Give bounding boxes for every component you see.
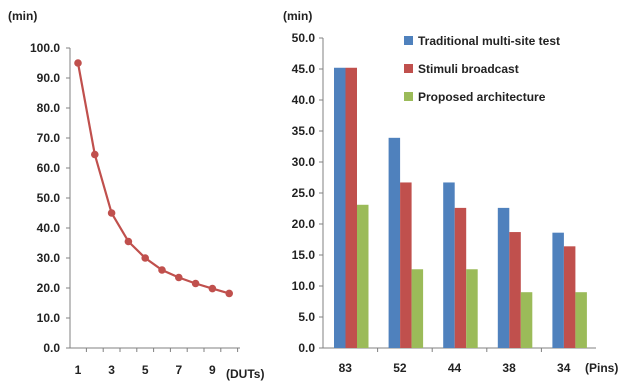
legend-label: Traditional multi-site test <box>418 34 560 48</box>
line-data-point <box>191 279 200 288</box>
line-data-point <box>158 266 166 274</box>
line-data-point <box>91 150 99 159</box>
line-chart-x-tick-label: 1 <box>75 363 82 377</box>
bar-chart-y-tick-label: 25.0 <box>292 186 316 200</box>
line-chart-y-tick-label: 0.0 <box>43 341 60 355</box>
bar <box>357 204 369 348</box>
legend-swatch <box>404 92 413 101</box>
line-chart-y-tick-label: 50.0 <box>37 191 61 205</box>
bar <box>563 246 576 348</box>
bar-chart-y-tick-label: 30.0 <box>292 155 316 169</box>
bar-chart: 0.0 5.0 10.0 15.0 20.0 25.0 30.0 35.0 40.0 45.0 50… <box>283 9 618 375</box>
bar <box>466 269 478 348</box>
bar-chart-y-tick-label: 40.0 <box>292 93 316 107</box>
line-chart-y-tick-label: 20.0 <box>37 281 61 295</box>
line-chart-y-tick-label: 100.0 <box>30 41 60 55</box>
legend-label: Proposed architecture <box>418 90 546 104</box>
bar-chart-category-label: 34 <box>557 361 571 375</box>
line-chart-y-tick-label: 40.0 <box>37 221 61 235</box>
line-chart-x-tick-label: 9 <box>209 363 216 377</box>
bar <box>575 292 587 348</box>
bar <box>443 182 455 348</box>
bar <box>509 232 521 348</box>
line-data-point <box>208 284 217 293</box>
line-chart-y-tick-label: 30.0 <box>37 251 61 265</box>
bar-chart-y-tick-label: 45.0 <box>292 62 316 76</box>
bar <box>552 232 564 348</box>
bar-chart-x-axis-label: (Pins) <box>585 361 618 375</box>
bar-chart-category-label: 38 <box>502 361 516 375</box>
legend-label: Stimuli broadcast <box>418 62 519 76</box>
bar <box>520 292 533 348</box>
bar <box>345 67 357 348</box>
bar <box>454 207 467 348</box>
line-chart-y-tick-label: 70.0 <box>37 131 61 145</box>
line-chart-y-tick-label: 90.0 <box>37 71 61 85</box>
legend-swatch <box>404 36 413 45</box>
bar-chart-y-tick-label: 50.0 <box>292 31 316 45</box>
line-data-point <box>124 237 133 246</box>
bar-chart-y-tick-label: 20.0 <box>292 217 316 231</box>
bar <box>334 67 346 348</box>
line-chart-y-tick-label: 60.0 <box>37 161 61 175</box>
bar <box>497 207 510 348</box>
legend-swatch <box>404 64 413 73</box>
line-chart-x-tick-label: 5 <box>142 363 149 377</box>
line-data-point <box>74 59 82 67</box>
bar-chart-category-label: 44 <box>448 361 462 375</box>
line-chart-y-tick-label: 80.0 <box>37 101 61 115</box>
line-chart: 0.0 10.0 20.0 30.0 40.0 50.0 60.0 70.0 80.0 90.0 1… <box>8 9 264 381</box>
bar-chart-y-tick-label: 5.0 <box>298 310 315 324</box>
line-chart-x-axis-label: (DUTs) <box>226 367 264 381</box>
line-data-point <box>141 254 149 262</box>
line-data-point <box>175 273 183 282</box>
bar-chart-category-label: 83 <box>339 361 353 375</box>
line-chart-y-axis-label: (min) <box>8 9 37 23</box>
bar-chart-y-tick-label: 35.0 <box>292 124 316 138</box>
bar-chart-y-tick-label: 10.0 <box>292 279 316 293</box>
line-series <box>76 62 230 295</box>
line-data-point <box>107 209 116 217</box>
line-data-point <box>225 289 233 298</box>
bar-chart-y-tick-label: 0.0 <box>298 341 315 355</box>
bar-chart-y-axis-label: (min) <box>283 9 312 23</box>
bar-chart-category-label: 52 <box>393 361 407 375</box>
bar <box>388 137 401 348</box>
line-chart-x-tick-label: 7 <box>175 363 182 377</box>
line-chart-x-tick-label: 3 <box>108 363 115 377</box>
bar <box>411 269 424 348</box>
bar-chart-y-tick-label: 15.0 <box>292 248 316 262</box>
bar <box>400 182 412 348</box>
line-chart-y-tick-label: 10.0 <box>37 311 61 325</box>
